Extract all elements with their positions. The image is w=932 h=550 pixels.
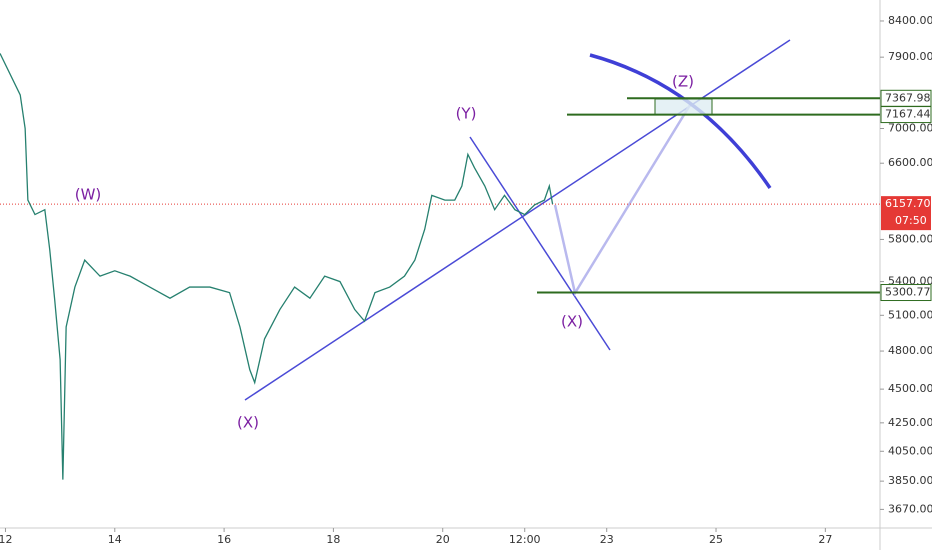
y-tick-label: 4800.00	[888, 344, 932, 357]
wave-label: (Y)	[456, 105, 477, 123]
y-tick-label: 5800.00	[888, 232, 932, 245]
x-tick-label: 12:00	[509, 533, 541, 546]
last-price-box	[881, 196, 931, 231]
level-label-box	[880, 284, 932, 302]
wave-label: (X)	[237, 414, 259, 432]
x-tick-label: 23	[600, 533, 614, 546]
x-tick-label: 25	[709, 533, 723, 546]
last-price-label: 6157.70	[885, 197, 931, 210]
level-label: 7367.98	[885, 91, 931, 104]
x-tick-label: 18	[326, 533, 340, 546]
y-tick-label: 5100.00	[888, 308, 932, 321]
projection-path	[553, 104, 692, 297]
drawings	[244, 39, 791, 401]
x-tick-label: 16	[217, 533, 231, 546]
y-tick-label: 6600.00	[888, 156, 932, 169]
level-label-box	[880, 106, 932, 124]
trend-line	[469, 136, 611, 351]
countdown: 07:50	[895, 214, 927, 227]
wave-label: (X)	[561, 313, 583, 331]
y-tick-label: 4500.00	[888, 382, 932, 395]
target-box	[654, 98, 713, 116]
level-label: 7167.44	[885, 108, 931, 121]
level-label: 5300.77	[885, 286, 931, 299]
y-tick-label: 4250.00	[888, 416, 932, 429]
x-tick-label: 12	[0, 533, 12, 546]
y-tick-label: 4050.00	[888, 444, 932, 457]
y-tick-label: 3850.00	[888, 474, 932, 487]
trend-line	[244, 39, 791, 401]
wave-label: (W)	[75, 186, 102, 204]
y-tick-label: 8400.00	[888, 14, 932, 27]
x-tick-label: 14	[108, 533, 122, 546]
y-tick-label: 7900.00	[888, 50, 932, 63]
y-tick-label: 7000.00	[888, 122, 932, 135]
y-tick-label: 3670.00	[888, 502, 932, 515]
price-line	[0, 53, 554, 480]
x-tick-label: 20	[436, 533, 450, 546]
wave-label: (Z)	[672, 73, 694, 91]
x-tick-label: 27	[818, 533, 832, 546]
